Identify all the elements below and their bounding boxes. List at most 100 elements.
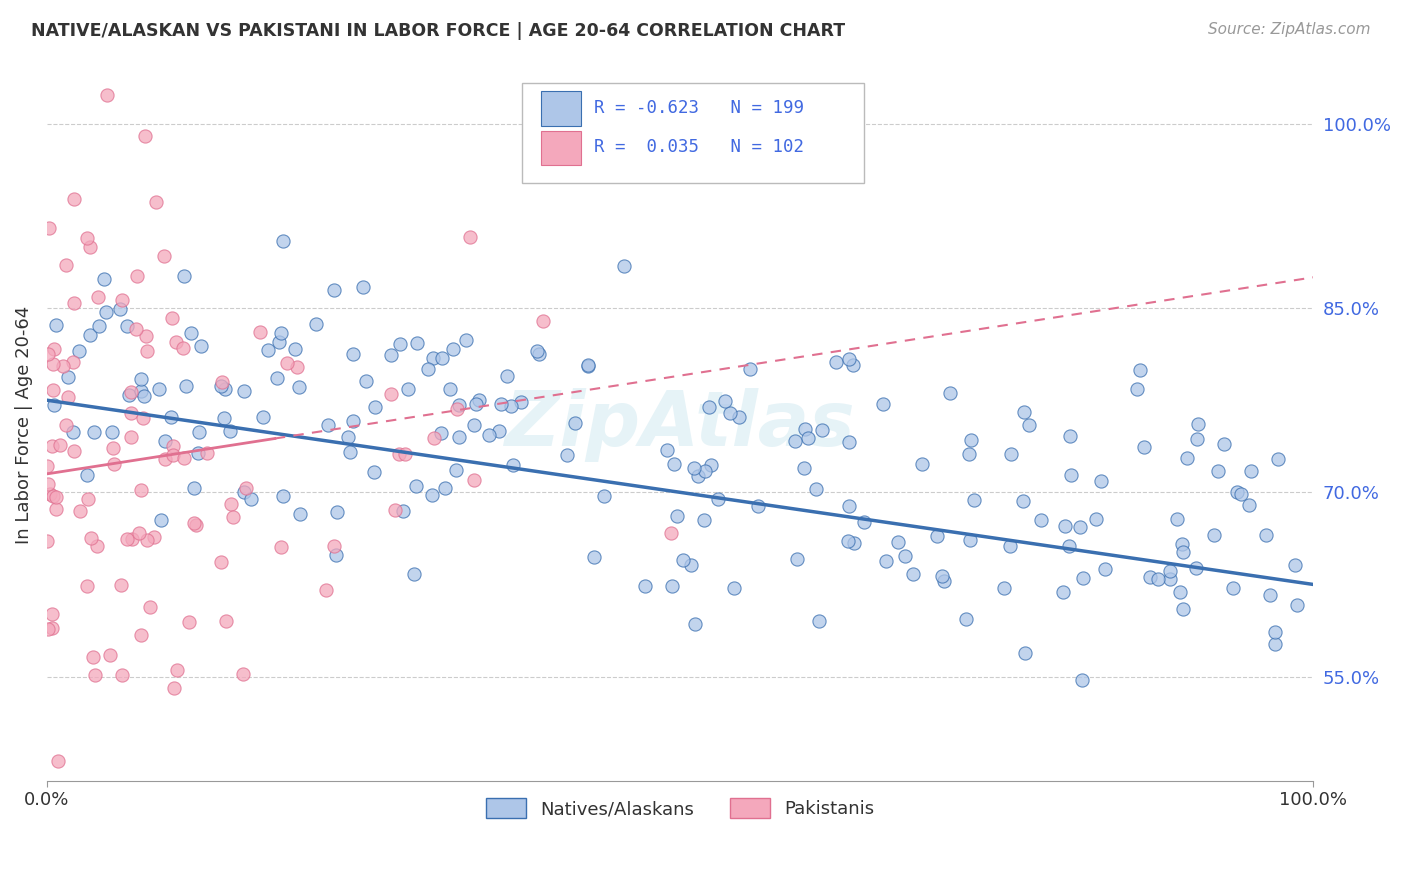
Bar (541, 130, 581, 165)
Point (120, 384, 142, 399)
Point (129, 372, 152, 386)
Point (190, 339, 212, 353)
FancyBboxPatch shape (522, 83, 863, 183)
Point (69, 503, 91, 517)
Point (1159, 565, 1181, 579)
Point (1031, 513, 1053, 527)
Point (101, 425, 124, 439)
Point (136, 343, 159, 358)
Point (662, 457, 685, 471)
Point (887, 535, 910, 549)
Point (672, 552, 695, 566)
Point (665, 508, 688, 523)
Point (1168, 584, 1191, 599)
Point (45, 491, 67, 505)
Point (433, 481, 456, 495)
Point (127, 268, 149, 283)
Point (1012, 404, 1035, 418)
Point (37, 622, 59, 636)
Point (42, 398, 65, 412)
Point (76, 468, 98, 483)
Point (150, 513, 173, 527)
Point (510, 395, 533, 409)
Point (62, 425, 84, 439)
Point (430, 351, 453, 366)
Point (1222, 581, 1244, 595)
Point (1014, 646, 1036, 660)
Point (94, 830, 117, 844)
Point (111, 668, 134, 682)
Point (797, 431, 820, 445)
Text: R = -0.623   N = 199: R = -0.623 N = 199 (593, 99, 804, 117)
Point (960, 434, 983, 448)
Point (325, 505, 347, 519)
Point (63, 443, 86, 458)
Point (117, 319, 139, 334)
Point (1185, 561, 1208, 575)
Y-axis label: In Labor Force | Age 20-64: In Labor Force | Age 20-64 (15, 306, 32, 544)
Point (785, 434, 807, 448)
Point (363, 465, 385, 479)
Point (41, 383, 63, 397)
Point (76, 231, 98, 245)
Point (531, 314, 554, 328)
Point (499, 400, 522, 414)
Point (576, 358, 599, 372)
Point (388, 446, 411, 460)
Point (56, 391, 79, 405)
Point (45, 501, 67, 516)
Point (187, 445, 209, 459)
Point (429, 426, 451, 441)
Point (488, 424, 510, 438)
Point (1267, 451, 1289, 466)
Point (214, 382, 236, 396)
Point (502, 458, 524, 472)
Point (62, 192, 84, 206)
Point (1285, 598, 1308, 612)
Point (352, 280, 374, 294)
Point (1170, 537, 1192, 551)
Point (1129, 363, 1152, 377)
Point (679, 558, 702, 572)
Point (931, 569, 953, 583)
Point (465, 397, 488, 411)
Point (388, 337, 411, 351)
Point (76, 579, 98, 593)
Point (84, 667, 107, 681)
Point (402, 566, 425, 581)
Point (723, 581, 745, 595)
Point (219, 424, 242, 438)
Point (1069, 520, 1091, 534)
Point (128, 525, 150, 540)
Point (94, 305, 117, 319)
Point (405, 479, 427, 493)
Legend: Natives/Alaskans, Pakistanis: Natives/Alaskans, Pakistanis (478, 791, 882, 825)
Point (685, 617, 707, 632)
Point (447, 429, 470, 443)
Point (55, 417, 77, 432)
Text: R =  0.035   N = 102: R = 0.035 N = 102 (593, 138, 804, 156)
Point (98, 648, 121, 662)
Point (336, 430, 359, 444)
Point (1000, 447, 1022, 461)
Point (256, 343, 278, 357)
Point (153, 452, 176, 467)
Point (718, 406, 741, 420)
Point (695, 464, 717, 478)
Point (322, 283, 344, 297)
Point (120, 406, 142, 420)
Point (38, 487, 60, 501)
Point (173, 268, 195, 283)
Point (37, 477, 59, 491)
Point (1147, 572, 1170, 586)
Point (125, 322, 148, 336)
Point (166, 663, 188, 677)
Point (145, 194, 167, 209)
Point (87, 318, 110, 333)
Point (103, 457, 125, 471)
Point (249, 326, 271, 340)
Point (83, 425, 105, 439)
Point (894, 549, 917, 564)
Point (1254, 528, 1277, 542)
Point (1018, 418, 1040, 433)
